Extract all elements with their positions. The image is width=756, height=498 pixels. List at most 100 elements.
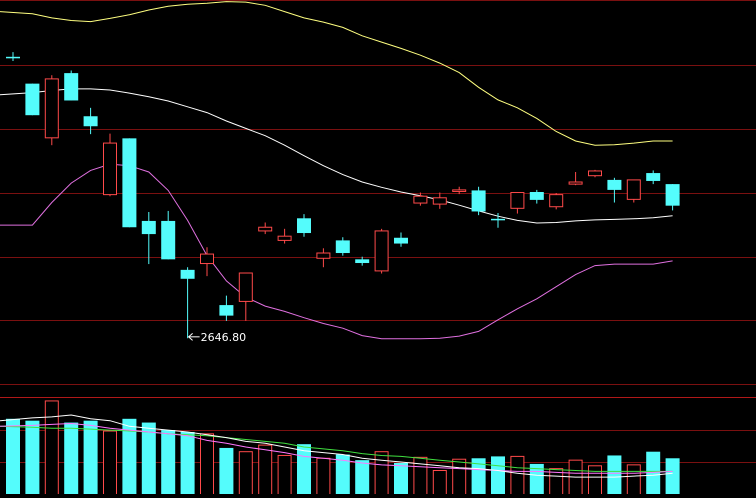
candlestick[interactable] (316, 248, 331, 268)
candle-body-up (44, 78, 59, 139)
volume-bar-up[interactable] (258, 444, 273, 497)
candlestick[interactable] (374, 228, 389, 274)
bollinger-middle-line (0, 88, 673, 224)
candlestick[interactable] (510, 192, 525, 214)
volume-bar-down[interactable] (141, 422, 156, 494)
volume-bar-down[interactable] (83, 420, 98, 494)
candlestick[interactable] (64, 70, 79, 101)
volume-bar-up[interactable] (238, 451, 253, 497)
candlestick[interactable] (200, 247, 214, 277)
candle-body-up (258, 226, 273, 232)
arrow-left-icon (187, 332, 200, 341)
volume-bar-down[interactable] (335, 454, 350, 494)
price-panel[interactable] (0, 1, 680, 340)
volume-ma-short-line (0, 414, 673, 478)
volume-bar-down[interactable] (64, 422, 79, 494)
candlestick[interactable] (432, 192, 447, 209)
volume-bar-up[interactable] (626, 464, 641, 497)
volume-bar-down[interactable] (122, 418, 137, 494)
volume-ma-mid-line (0, 422, 673, 474)
candle-body-up (588, 170, 602, 177)
volume-bar-down[interactable] (394, 462, 408, 494)
volume-bar-down[interactable] (665, 458, 680, 494)
annotation-layer: 2646.80 (187, 331, 247, 344)
volume-bar-up[interactable] (200, 433, 214, 497)
candlestick[interactable] (549, 193, 564, 210)
candle-body-up (568, 181, 583, 185)
candle-body-down (64, 73, 79, 101)
candlestick[interactable] (161, 210, 176, 260)
volume-bar-up[interactable] (374, 451, 389, 497)
candlestick[interactable] (258, 222, 273, 235)
candle-body-up (549, 194, 564, 208)
candlestick[interactable] (607, 177, 622, 203)
low-price-label: 2646.80 (201, 331, 247, 344)
candlestick[interactable] (219, 295, 234, 321)
candlestick[interactable] (452, 186, 467, 195)
candle-body-up (238, 272, 253, 302)
candlestick[interactable] (238, 272, 253, 321)
volume-bar-up[interactable] (452, 458, 467, 497)
candlestick[interactable] (83, 107, 98, 135)
candlestick[interactable] (491, 213, 505, 228)
candlestick[interactable] (529, 189, 544, 204)
candlestick[interactable] (413, 192, 428, 206)
candlestick[interactable] (122, 138, 137, 228)
candlestick[interactable] (355, 256, 370, 266)
candle-body-down (25, 83, 40, 116)
volume-bar-up[interactable] (44, 400, 59, 497)
candle-body-down (219, 305, 234, 316)
volume-bar-down[interactable] (161, 430, 176, 494)
volume-bar-down[interactable] (25, 420, 40, 494)
candlestick[interactable] (141, 211, 156, 265)
candle-body-down (122, 138, 137, 228)
volume-bar-up[interactable] (510, 455, 525, 497)
volume-panel[interactable] (0, 400, 680, 497)
volume-bar-down[interactable] (180, 431, 195, 494)
candle-body-up (103, 142, 117, 196)
candle-body-down (141, 220, 156, 235)
candlestick[interactable] (103, 133, 117, 197)
candlestick[interactable] (568, 172, 583, 186)
candlestick[interactable] (665, 184, 680, 211)
candle-body-up (432, 197, 447, 205)
volume-bar-down[interactable] (6, 418, 20, 494)
candle-body-down (471, 190, 486, 212)
candlestick[interactable] (588, 169, 602, 178)
volume-bar-up[interactable] (316, 457, 331, 497)
candle-body-down (335, 240, 350, 254)
candlestick[interactable] (277, 228, 292, 244)
candlestick[interactable] (6, 52, 20, 62)
volume-bar-down[interactable] (607, 455, 622, 494)
volume-bar-up[interactable] (432, 470, 447, 497)
candlestick[interactable] (335, 237, 350, 256)
candlestick[interactable] (394, 232, 408, 247)
volume-bar-down[interactable] (471, 458, 486, 494)
candle-body-up (316, 252, 331, 259)
candlestick[interactable] (646, 170, 661, 185)
volume-bar-down[interactable] (219, 447, 234, 494)
candle-body-down (355, 259, 370, 264)
candle-body-down (180, 269, 195, 279)
candle-body-up (200, 253, 214, 265)
volume-bar-up[interactable] (413, 456, 428, 497)
candle-body-down (6, 56, 20, 59)
candlestick[interactable] (180, 267, 195, 339)
candlestick[interactable] (44, 75, 59, 146)
candlestick[interactable] (25, 83, 40, 116)
candlestick[interactable] (297, 214, 311, 237)
candlestick[interactable] (626, 179, 641, 203)
candle-body-down (394, 237, 408, 244)
volume-bar-up[interactable] (277, 454, 292, 497)
volume-bar-down[interactable] (355, 460, 370, 494)
volume-bar-up[interactable] (588, 465, 602, 497)
candle-body-down (607, 179, 622, 190)
volume-bar-up[interactable] (103, 430, 117, 497)
candlestick[interactable] (471, 186, 486, 216)
volume-bar-down[interactable] (491, 456, 505, 494)
candle-body-up (510, 192, 525, 209)
candle-body-up (413, 195, 428, 204)
candle-body-up (374, 230, 389, 272)
